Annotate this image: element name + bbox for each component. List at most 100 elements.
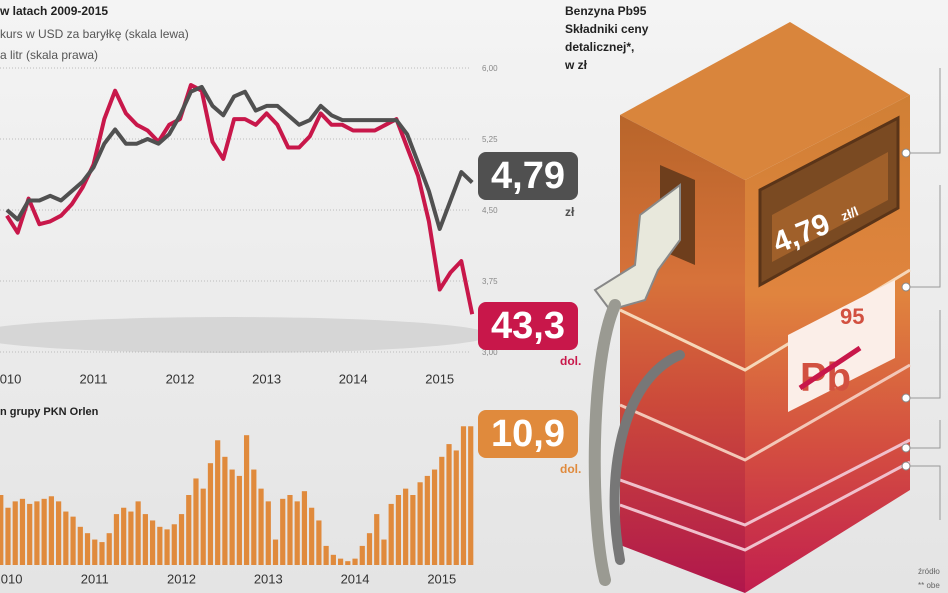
unit-label: dol. bbox=[560, 462, 581, 476]
octane: 95 bbox=[840, 304, 864, 329]
bar bbox=[272, 539, 279, 565]
bar bbox=[92, 539, 98, 565]
pump-top bbox=[620, 22, 910, 180]
value-badge bbox=[478, 410, 578, 458]
display-unit: zł/l bbox=[839, 204, 861, 224]
bar bbox=[330, 554, 336, 565]
y2-tick-label: 3,00 bbox=[482, 348, 498, 357]
bar bbox=[27, 503, 33, 565]
bar bbox=[453, 450, 459, 565]
x-tick-label: 2011 bbox=[81, 571, 109, 586]
marker bbox=[901, 461, 911, 471]
bar bbox=[200, 488, 206, 565]
y2-tick-label: 3,75 bbox=[482, 277, 498, 286]
bar bbox=[157, 526, 163, 565]
marker bbox=[901, 443, 911, 453]
bar bbox=[84, 533, 91, 565]
subtitle: a litr (skala prawa) bbox=[0, 48, 98, 62]
bar bbox=[70, 516, 76, 565]
bar bbox=[215, 440, 221, 565]
marker bbox=[901, 148, 911, 158]
bar bbox=[56, 501, 62, 565]
data-label: 43,3 bbox=[491, 305, 565, 347]
bar bbox=[135, 501, 141, 565]
pb-symbol: Pb bbox=[800, 356, 851, 400]
bar bbox=[309, 507, 315, 565]
bar bbox=[193, 478, 199, 565]
source: źródło bbox=[918, 567, 940, 576]
bar bbox=[178, 514, 185, 565]
strike bbox=[798, 345, 862, 391]
stripe bbox=[619, 438, 911, 527]
chart-title: w latach 2009-2015 bbox=[0, 4, 108, 18]
bar bbox=[236, 475, 242, 565]
bar bbox=[294, 501, 300, 565]
bar bbox=[287, 495, 293, 565]
bar bbox=[431, 469, 438, 565]
bar bbox=[316, 520, 322, 565]
display-screen bbox=[772, 152, 888, 262]
bar bbox=[323, 545, 329, 565]
x-tick-label: 2010 bbox=[0, 571, 22, 586]
x-tick-label: 2014 bbox=[341, 571, 370, 586]
pump-heading: Benzyna Pb95 bbox=[565, 4, 647, 18]
x-tick-label: 2013 bbox=[252, 371, 281, 386]
pump: 4,79 zł/l Pb 95 bbox=[588, 22, 941, 593]
bar bbox=[417, 482, 423, 565]
bar bbox=[222, 456, 228, 565]
bar bbox=[424, 475, 430, 565]
bar bbox=[164, 529, 170, 565]
bar bbox=[171, 524, 177, 565]
hose bbox=[588, 299, 621, 586]
x-tick-label: 2012 bbox=[166, 371, 195, 386]
value-badge bbox=[478, 152, 578, 200]
bar bbox=[337, 558, 344, 565]
marker bbox=[901, 282, 911, 292]
bar bbox=[301, 491, 308, 565]
chart-title: n grupy PKN Orlen bbox=[0, 406, 99, 418]
bar bbox=[34, 501, 40, 565]
bar bbox=[403, 488, 409, 565]
unit-label: dol. bbox=[560, 354, 581, 368]
bar bbox=[352, 558, 358, 565]
y2-tick-label: 5,25 bbox=[482, 135, 498, 144]
data-label: 10,9 bbox=[491, 413, 565, 455]
hose bbox=[609, 350, 685, 565]
bar bbox=[121, 507, 127, 565]
stripe bbox=[619, 363, 911, 462]
x-tick-label: 2010 bbox=[0, 371, 21, 386]
bar bbox=[280, 498, 286, 565]
unit-label: zł bbox=[565, 205, 575, 219]
bar bbox=[381, 539, 387, 565]
bar bbox=[395, 495, 402, 565]
bar bbox=[142, 514, 148, 565]
bar bbox=[374, 514, 380, 565]
bar bbox=[5, 507, 11, 565]
brackets bbox=[910, 68, 941, 520]
bar bbox=[63, 511, 69, 565]
pump-heading: Składniki ceny bbox=[565, 22, 649, 36]
bar bbox=[150, 520, 156, 565]
marker bbox=[901, 393, 911, 403]
x-tick-label: 2014 bbox=[339, 371, 368, 386]
stripe bbox=[619, 460, 911, 552]
bar bbox=[207, 463, 214, 565]
bar bbox=[0, 495, 4, 565]
x-tick-label: 2012 bbox=[167, 571, 196, 586]
subtitle: kurs w USD za baryłkę (skala lewa) bbox=[0, 27, 189, 41]
bar bbox=[186, 495, 192, 565]
x-tick-label: 2011 bbox=[79, 371, 107, 386]
bar bbox=[251, 469, 257, 565]
bar bbox=[265, 501, 271, 565]
bar bbox=[128, 511, 134, 565]
bar bbox=[19, 498, 26, 565]
pump-heading: detalicznej*, bbox=[565, 40, 634, 54]
x-tick-label: 2015 bbox=[425, 371, 454, 386]
value-badge bbox=[478, 302, 578, 350]
bar bbox=[439, 456, 445, 565]
bar bbox=[48, 496, 54, 565]
bar bbox=[12, 501, 18, 565]
bar bbox=[258, 488, 264, 565]
bar bbox=[106, 533, 112, 565]
